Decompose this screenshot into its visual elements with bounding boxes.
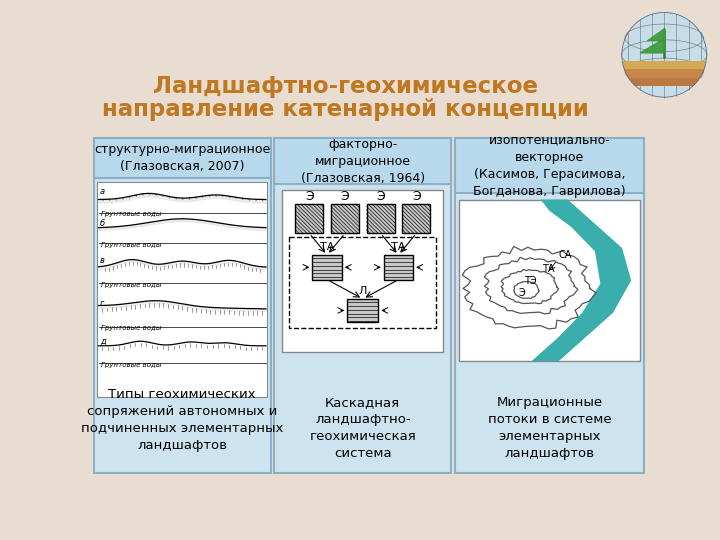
FancyBboxPatch shape [274, 138, 451, 184]
FancyBboxPatch shape [459, 200, 640, 361]
FancyBboxPatch shape [94, 138, 271, 473]
Text: г: г [100, 299, 104, 308]
Text: Э: Э [377, 190, 385, 202]
Text: д: д [100, 338, 106, 346]
FancyBboxPatch shape [331, 204, 359, 233]
Text: Э: Э [412, 190, 420, 202]
Text: Э: Э [518, 288, 526, 298]
FancyBboxPatch shape [282, 190, 444, 352]
Text: Л: Л [359, 286, 367, 296]
Text: Грунтовые воды: Грунтовые воды [101, 282, 161, 288]
Text: в: в [100, 256, 105, 266]
FancyBboxPatch shape [384, 255, 413, 280]
Polygon shape [531, 200, 631, 361]
FancyBboxPatch shape [622, 60, 706, 69]
Text: ТА: ТА [320, 242, 334, 252]
Text: Миграционные
потоки в системе
элементарных
ландшафтов: Миграционные потоки в системе элементарн… [487, 396, 611, 460]
FancyBboxPatch shape [366, 204, 395, 233]
FancyBboxPatch shape [97, 182, 267, 397]
FancyBboxPatch shape [455, 138, 644, 473]
Text: Каскадная
ландшафтно-
геохимическая
система: Каскадная ландшафтно- геохимическая сист… [310, 396, 416, 460]
FancyBboxPatch shape [455, 138, 644, 193]
Text: Грунтовые воды: Грунтовые воды [101, 212, 161, 218]
Text: Ландшафтно-геохимическое: Ландшафтно-геохимическое [153, 75, 539, 98]
Text: структурно-миграционное
(Глазовская, 2007): структурно-миграционное (Глазовская, 200… [94, 143, 270, 173]
Circle shape [621, 12, 707, 98]
Text: СА: СА [559, 249, 572, 260]
Text: б: б [100, 219, 105, 228]
Text: Э: Э [341, 190, 349, 202]
FancyBboxPatch shape [94, 138, 271, 178]
FancyBboxPatch shape [274, 138, 451, 473]
Text: изопотенциально-
векторное
(Касимов, Герасимова,
Богданова, Гаврилова): изопотенциально- векторное (Касимов, Гер… [473, 134, 626, 198]
Text: ТА: ТА [391, 242, 405, 252]
Text: ТА: ТА [541, 264, 554, 274]
FancyBboxPatch shape [347, 299, 378, 322]
Text: ТЭ: ТЭ [524, 276, 536, 286]
FancyBboxPatch shape [402, 204, 431, 233]
Text: Грунтовые воды: Грунтовые воды [101, 242, 161, 248]
FancyBboxPatch shape [295, 204, 323, 233]
Text: а: а [100, 187, 105, 196]
FancyBboxPatch shape [622, 78, 706, 86]
Text: Э: Э [305, 190, 314, 202]
Text: Грунтовые воды: Грунтовые воды [101, 362, 161, 368]
Text: Грунтовые воды: Грунтовые воды [101, 326, 161, 332]
FancyBboxPatch shape [622, 69, 706, 78]
Text: направление катенарной концепции: направление катенарной концепции [102, 98, 589, 121]
Text: Типы геохимических
сопряжений автономных и
подчиненных элементарных
ландшафтов: Типы геохимических сопряжений автономных… [81, 388, 284, 452]
FancyBboxPatch shape [312, 255, 342, 280]
Text: факторно-
миграционное
(Глазовская, 1964): факторно- миграционное (Глазовская, 1964… [301, 138, 425, 185]
